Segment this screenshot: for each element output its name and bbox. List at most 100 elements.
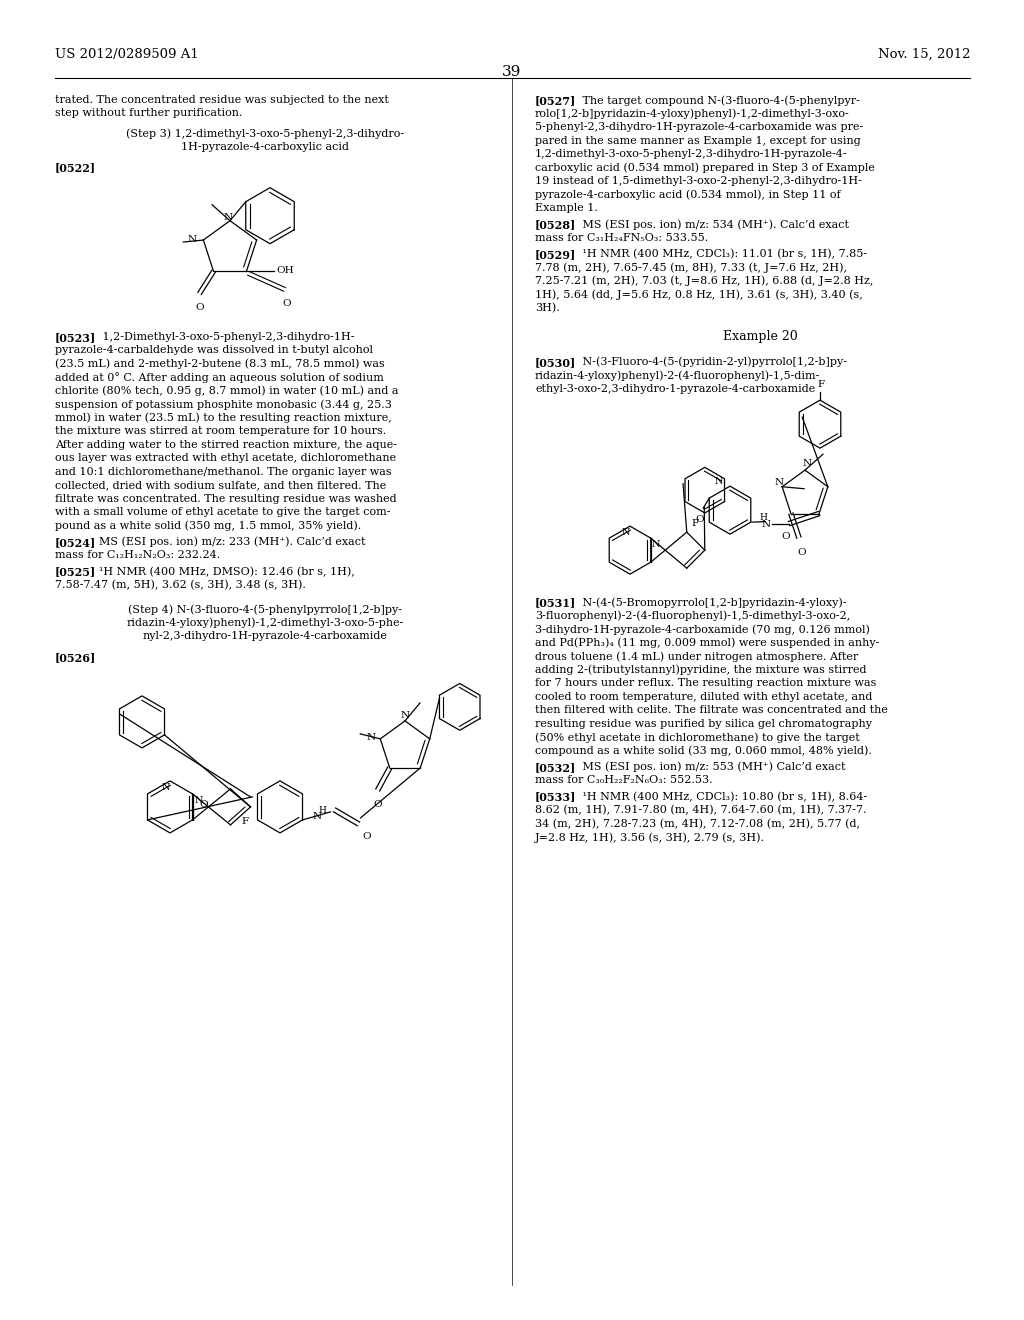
Text: 7.58-7.47 (m, 5H), 3.62 (s, 3H), 3.48 (s, 3H).: 7.58-7.47 (m, 5H), 3.62 (s, 3H), 3.48 (s… — [55, 579, 306, 590]
Text: MS (ESI pos. ion) m/z: 534 (MH⁺). Calc’d exact: MS (ESI pos. ion) m/z: 534 (MH⁺). Calc’d… — [572, 219, 849, 230]
Text: 8.62 (m, 1H), 7.91-7.80 (m, 4H), 7.64-7.60 (m, 1H), 7.37-7.: 8.62 (m, 1H), 7.91-7.80 (m, 4H), 7.64-7.… — [535, 805, 866, 816]
Text: rolo[1,2-b]pyridazin-4-yloxy)phenyl)-1,2-dimethyl-3-oxo-: rolo[1,2-b]pyridazin-4-yloxy)phenyl)-1,2… — [535, 108, 850, 119]
Text: ethyl-3-oxo-2,3-dihydro-1-pyrazole-4-carboxamide: ethyl-3-oxo-2,3-dihydro-1-pyrazole-4-car… — [535, 384, 815, 393]
Text: [0528]: [0528] — [535, 219, 577, 230]
Text: added at 0° C. After adding an aqueous solution of sodium: added at 0° C. After adding an aqueous s… — [55, 372, 384, 383]
Text: N: N — [195, 796, 203, 805]
Text: 7.78 (m, 2H), 7.65-7.45 (m, 8H), 7.33 (t, J=7.6 Hz, 2H),: 7.78 (m, 2H), 7.65-7.45 (m, 8H), 7.33 (t… — [535, 263, 847, 273]
Text: mass for C₃₁H₂₄FN₅O₃: 533.55.: mass for C₃₁H₂₄FN₅O₃: 533.55. — [535, 232, 709, 243]
Text: N: N — [162, 783, 171, 792]
Text: ridazin-4-yloxy)phenyl)-1,2-dimethyl-3-oxo-5-phe-: ridazin-4-yloxy)phenyl)-1,2-dimethyl-3-o… — [126, 618, 403, 628]
Text: nyl-2,3-dihydro-1H-pyrazole-4-carboxamide: nyl-2,3-dihydro-1H-pyrazole-4-carboxamid… — [142, 631, 387, 642]
Text: 3H).: 3H). — [535, 302, 560, 313]
Text: 1,2-dimethyl-3-oxo-5-phenyl-2,3-dihydro-1H-pyrazole-4-: 1,2-dimethyl-3-oxo-5-phenyl-2,3-dihydro-… — [535, 149, 848, 158]
Text: N: N — [367, 733, 376, 742]
Text: [0529]: [0529] — [535, 249, 577, 260]
Text: O: O — [797, 548, 806, 557]
Text: O: O — [200, 800, 208, 809]
Text: 1,2-Dimethyl-3-oxo-5-phenyl-2,3-dihydro-1H-: 1,2-Dimethyl-3-oxo-5-phenyl-2,3-dihydro-… — [92, 331, 354, 342]
Text: ¹H NMR (400 MHz, DMSO): 12.46 (br s, 1H),: ¹H NMR (400 MHz, DMSO): 12.46 (br s, 1H)… — [92, 566, 354, 577]
Text: H: H — [318, 807, 327, 814]
Text: After adding water to the stirred reaction mixture, the aque-: After adding water to the stirred reacti… — [55, 440, 397, 450]
Text: O: O — [283, 300, 291, 309]
Text: OH: OH — [276, 267, 294, 276]
Text: mass for C₁₂H₁₂N₂O₃: 232.24.: mass for C₁₂H₁₂N₂O₃: 232.24. — [55, 550, 220, 561]
Text: [0533]: [0533] — [535, 792, 577, 803]
Text: drous toluene (1.4 mL) under nitrogen atmosphere. After: drous toluene (1.4 mL) under nitrogen at… — [535, 651, 858, 661]
Text: [0525]: [0525] — [55, 566, 96, 578]
Text: 34 (m, 2H), 7.28-7.23 (m, 4H), 7.12-7.08 (m, 2H), 5.77 (d,: 34 (m, 2H), 7.28-7.23 (m, 4H), 7.12-7.08… — [535, 818, 860, 829]
Text: [0523]: [0523] — [55, 331, 96, 343]
Text: Example 20: Example 20 — [723, 330, 798, 343]
Text: 19 instead of 1,5-dimethyl-3-oxo-2-phenyl-2,3-dihydro-1H-: 19 instead of 1,5-dimethyl-3-oxo-2-pheny… — [535, 176, 862, 186]
Text: [0527]: [0527] — [535, 95, 577, 106]
Text: the mixture was stirred at room temperature for 10 hours.: the mixture was stirred at room temperat… — [55, 426, 386, 436]
Text: and Pd(PPh₃)₄ (11 mg, 0.009 mmol) were suspended in anhy-: and Pd(PPh₃)₄ (11 mg, 0.009 mmol) were s… — [535, 638, 880, 648]
Text: ¹H NMR (400 MHz, CDCl₃): 10.80 (br s, 1H), 8.64-: ¹H NMR (400 MHz, CDCl₃): 10.80 (br s, 1H… — [572, 792, 867, 801]
Text: N: N — [187, 235, 197, 244]
Text: O: O — [695, 515, 703, 524]
Text: N: N — [401, 711, 411, 719]
Text: and 10:1 dichloromethane/methanol. The organic layer was: and 10:1 dichloromethane/methanol. The o… — [55, 467, 391, 477]
Text: mass for C₃₀H₂₂F₂N₆O₃: 552.53.: mass for C₃₀H₂₂F₂N₆O₃: 552.53. — [535, 775, 713, 785]
Text: adding 2-(tributylstannyl)pyridine, the mixture was stirred: adding 2-(tributylstannyl)pyridine, the … — [535, 665, 866, 676]
Text: H: H — [759, 512, 767, 521]
Text: O: O — [781, 532, 790, 541]
Text: N: N — [761, 520, 770, 528]
Text: O: O — [362, 832, 371, 841]
Text: pyrazole-4-carbaldehyde was dissolved in t-butyl alcohol: pyrazole-4-carbaldehyde was dissolved in… — [55, 346, 373, 355]
Text: carboxylic acid (0.534 mmol) prepared in Step 3 of Example: carboxylic acid (0.534 mmol) prepared in… — [535, 162, 874, 173]
Text: then filtered with celite. The filtrate was concentrated and the: then filtered with celite. The filtrate … — [535, 705, 888, 715]
Text: for 7 hours under reflux. The resulting reaction mixture was: for 7 hours under reflux. The resulting … — [535, 678, 877, 688]
Text: F: F — [242, 817, 249, 826]
Text: mmol) in water (23.5 mL) to the resulting reaction mixture,: mmol) in water (23.5 mL) to the resultin… — [55, 413, 392, 424]
Text: MS (ESI pos. ion) m/z: 553 (MH⁺) Calc’d exact: MS (ESI pos. ion) m/z: 553 (MH⁺) Calc’d … — [572, 762, 846, 772]
Text: N: N — [622, 528, 631, 537]
Text: [0524]: [0524] — [55, 537, 96, 548]
Text: N-(3-Fluoro-4-(5-(pyridin-2-yl)pyrrolo[1,2-b]py-: N-(3-Fluoro-4-(5-(pyridin-2-yl)pyrrolo[1… — [572, 356, 847, 367]
Text: 1H), 5.64 (dd, J=5.6 Hz, 0.8 Hz, 1H), 3.61 (s, 3H), 3.40 (s,: 1H), 5.64 (dd, J=5.6 Hz, 0.8 Hz, 1H), 3.… — [535, 289, 863, 300]
Text: (50% ethyl acetate in dichloromethane) to give the target: (50% ethyl acetate in dichloromethane) t… — [535, 733, 860, 743]
Text: pared in the same manner as Example 1, except for using: pared in the same manner as Example 1, e… — [535, 136, 861, 145]
Text: N: N — [715, 477, 723, 486]
Text: collected, dried with sodium sulfate, and then filtered. The: collected, dried with sodium sulfate, an… — [55, 480, 386, 490]
Text: J=2.8 Hz, 1H), 3.56 (s, 3H), 2.79 (s, 3H).: J=2.8 Hz, 1H), 3.56 (s, 3H), 2.79 (s, 3H… — [535, 832, 765, 842]
Text: trated. The concentrated residue was subjected to the next: trated. The concentrated residue was sub… — [55, 95, 389, 106]
Text: O: O — [374, 800, 382, 809]
Text: [0531]: [0531] — [535, 597, 577, 609]
Text: N: N — [803, 459, 812, 469]
Text: 1H-pyrazole-4-carboxylic acid: 1H-pyrazole-4-carboxylic acid — [181, 143, 349, 152]
Text: F: F — [817, 380, 824, 389]
Text: with a small volume of ethyl acetate to give the target com-: with a small volume of ethyl acetate to … — [55, 507, 390, 517]
Text: The target compound N-(3-fluoro-4-(5-phenylpyr-: The target compound N-(3-fluoro-4-(5-phe… — [572, 95, 860, 106]
Text: F: F — [691, 519, 698, 528]
Text: MS (ESI pos. ion) m/z: 233 (MH⁺). Calc’d exact: MS (ESI pos. ion) m/z: 233 (MH⁺). Calc’d… — [92, 537, 366, 548]
Text: O: O — [196, 304, 204, 313]
Text: N: N — [224, 213, 233, 222]
Text: 39: 39 — [503, 65, 521, 79]
Text: N: N — [774, 478, 783, 487]
Text: compound as a white solid (33 mg, 0.060 mmol, 48% yield).: compound as a white solid (33 mg, 0.060 … — [535, 746, 871, 756]
Text: (23.5 mL) and 2-methyl-2-butene (8.3 mL, 78.5 mmol) was: (23.5 mL) and 2-methyl-2-butene (8.3 mL,… — [55, 359, 385, 370]
Text: ridazin-4-yloxy)phenyl)-2-(4-fluorophenyl)-1,5-dim-: ridazin-4-yloxy)phenyl)-2-(4-fluoropheny… — [535, 371, 820, 381]
Text: cooled to room temperature, diluted with ethyl acetate, and: cooled to room temperature, diluted with… — [535, 692, 872, 702]
Text: 5-phenyl-2,3-dihydro-1H-pyrazole-4-carboxamide was pre-: 5-phenyl-2,3-dihydro-1H-pyrazole-4-carbo… — [535, 121, 863, 132]
Text: step without further purification.: step without further purification. — [55, 108, 243, 119]
Text: chlorite (80% tech, 0.95 g, 8.7 mmol) in water (10 mL) and a: chlorite (80% tech, 0.95 g, 8.7 mmol) in… — [55, 385, 398, 396]
Text: Nov. 15, 2012: Nov. 15, 2012 — [878, 48, 970, 61]
Text: (Step 4) N-(3-fluoro-4-(5-phenylpyrrolo[1,2-b]py-: (Step 4) N-(3-fluoro-4-(5-phenylpyrrolo[… — [128, 605, 402, 615]
Text: [0532]: [0532] — [535, 762, 577, 772]
Text: pound as a white solid (350 mg, 1.5 mmol, 35% yield).: pound as a white solid (350 mg, 1.5 mmol… — [55, 520, 361, 531]
Text: [0522]: [0522] — [55, 162, 96, 173]
Text: Example 1.: Example 1. — [535, 203, 598, 213]
Text: N-(4-(5-Bromopyrrolo[1,2-b]pyridazin-4-yloxy)-: N-(4-(5-Bromopyrrolo[1,2-b]pyridazin-4-y… — [572, 597, 847, 607]
Text: (Step 3) 1,2-dimethyl-3-oxo-5-phenyl-2,3-dihydro-: (Step 3) 1,2-dimethyl-3-oxo-5-phenyl-2,3… — [126, 129, 404, 140]
Text: 7.25-7.21 (m, 2H), 7.03 (t, J=8.6 Hz, 1H), 6.88 (d, J=2.8 Hz,: 7.25-7.21 (m, 2H), 7.03 (t, J=8.6 Hz, 1H… — [535, 276, 873, 286]
Text: US 2012/0289509 A1: US 2012/0289509 A1 — [55, 48, 199, 61]
Text: ¹H NMR (400 MHz, CDCl₃): 11.01 (br s, 1H), 7.85-: ¹H NMR (400 MHz, CDCl₃): 11.01 (br s, 1H… — [572, 249, 867, 259]
Text: filtrate was concentrated. The resulting residue was washed: filtrate was concentrated. The resulting… — [55, 494, 396, 504]
Text: [0530]: [0530] — [535, 356, 577, 368]
Text: 3-fluorophenyl)-2-(4-fluorophenyl)-1,5-dimethyl-3-oxo-2,: 3-fluorophenyl)-2-(4-fluorophenyl)-1,5-d… — [535, 611, 850, 622]
Text: suspension of potassium phosphite monobasic (3.44 g, 25.3: suspension of potassium phosphite monoba… — [55, 399, 392, 409]
Text: N: N — [652, 540, 660, 549]
